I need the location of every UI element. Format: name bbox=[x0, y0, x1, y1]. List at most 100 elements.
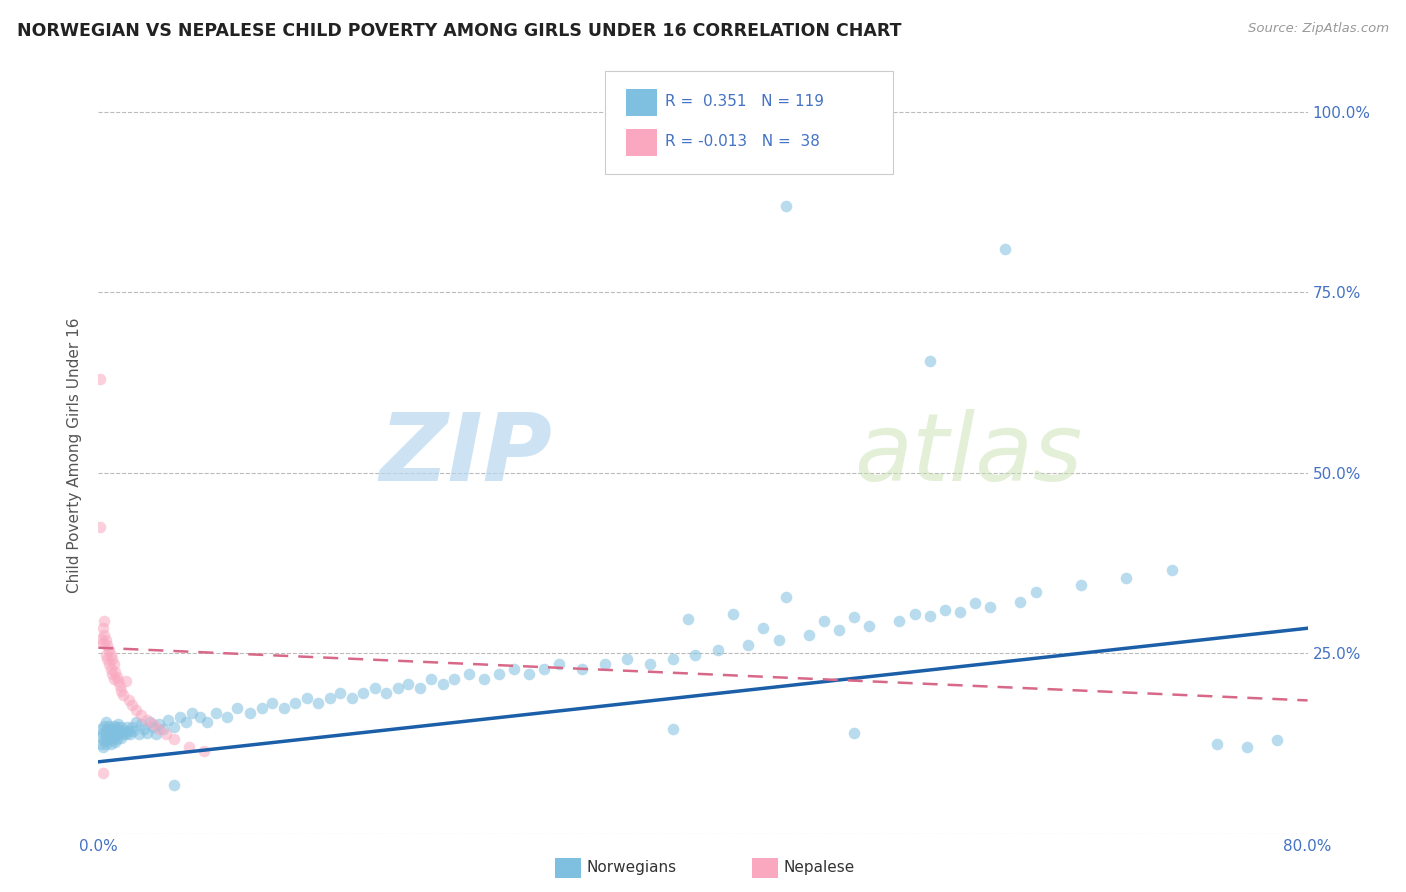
Point bbox=[105, 720, 128, 734]
Point bbox=[638, 657, 661, 672]
Point bbox=[979, 599, 1001, 614]
Point bbox=[307, 696, 329, 710]
Point bbox=[828, 624, 851, 638]
Point bbox=[142, 720, 165, 734]
Point bbox=[103, 672, 125, 686]
Point bbox=[661, 723, 683, 737]
Point bbox=[89, 730, 111, 744]
Point bbox=[420, 672, 443, 686]
Point bbox=[128, 727, 150, 741]
Point bbox=[169, 710, 191, 724]
Point bbox=[387, 681, 409, 695]
Point bbox=[457, 666, 479, 681]
Point bbox=[443, 672, 465, 686]
Point bbox=[90, 632, 112, 646]
Point bbox=[91, 621, 114, 635]
Point bbox=[103, 719, 125, 733]
Point bbox=[318, 691, 340, 706]
Point bbox=[965, 596, 987, 610]
Point bbox=[156, 713, 179, 727]
Point bbox=[472, 672, 495, 686]
Point bbox=[96, 733, 118, 747]
Point bbox=[215, 710, 238, 724]
Point bbox=[295, 691, 318, 706]
Point bbox=[904, 607, 927, 621]
Text: ZIP: ZIP bbox=[380, 409, 551, 501]
Point bbox=[949, 605, 972, 619]
Point bbox=[163, 731, 186, 746]
Point bbox=[101, 652, 124, 666]
Point bbox=[100, 648, 122, 662]
Point bbox=[94, 726, 117, 740]
Point bbox=[114, 673, 136, 688]
Point bbox=[129, 707, 152, 722]
Point bbox=[93, 614, 115, 628]
Point bbox=[91, 635, 114, 649]
Point bbox=[262, 696, 284, 710]
Point bbox=[844, 726, 866, 740]
Point bbox=[858, 619, 880, 633]
Point bbox=[91, 765, 114, 780]
Point bbox=[132, 723, 155, 737]
Y-axis label: Child Poverty Among Girls Under 16: Child Poverty Among Girls Under 16 bbox=[67, 318, 83, 592]
Point bbox=[118, 723, 141, 738]
Text: NORWEGIAN VS NEPALESE CHILD POVERTY AMONG GIRLS UNDER 16 CORRELATION CHART: NORWEGIAN VS NEPALESE CHILD POVERTY AMON… bbox=[17, 22, 901, 40]
Point bbox=[98, 730, 121, 744]
Text: atlas: atlas bbox=[855, 409, 1083, 500]
Point bbox=[409, 681, 432, 695]
Point bbox=[685, 648, 707, 662]
Point bbox=[91, 740, 114, 755]
Point bbox=[352, 686, 374, 700]
Point bbox=[1115, 571, 1137, 585]
Point bbox=[1267, 733, 1289, 747]
Point bbox=[205, 706, 228, 720]
Point bbox=[120, 727, 142, 741]
Point bbox=[250, 700, 273, 714]
Point bbox=[105, 731, 128, 746]
Point bbox=[174, 715, 197, 730]
Text: R =  0.351   N = 119: R = 0.351 N = 119 bbox=[665, 95, 824, 109]
Point bbox=[104, 734, 127, 748]
Point bbox=[1236, 740, 1258, 755]
Point bbox=[129, 717, 152, 731]
Point bbox=[239, 706, 262, 720]
Point bbox=[145, 727, 167, 741]
Point bbox=[96, 638, 118, 652]
Point bbox=[1024, 585, 1046, 599]
Point bbox=[91, 726, 114, 740]
Point bbox=[994, 242, 1017, 256]
Point bbox=[396, 677, 419, 691]
Text: Nepalese: Nepalese bbox=[783, 860, 855, 874]
Point bbox=[103, 730, 125, 744]
Point bbox=[94, 648, 117, 662]
Point bbox=[179, 740, 201, 755]
Point bbox=[195, 715, 218, 730]
Point bbox=[104, 724, 127, 739]
Point bbox=[115, 720, 138, 734]
Point bbox=[93, 628, 115, 642]
Point bbox=[273, 700, 295, 714]
Point bbox=[101, 723, 124, 737]
Point bbox=[111, 727, 134, 741]
Point bbox=[112, 723, 135, 738]
Point bbox=[533, 662, 555, 676]
Point bbox=[100, 737, 122, 751]
Point bbox=[122, 723, 145, 738]
Point bbox=[93, 719, 115, 733]
Point bbox=[1010, 594, 1032, 608]
Point bbox=[752, 621, 775, 635]
Point bbox=[105, 670, 128, 684]
Point bbox=[813, 614, 835, 628]
Point bbox=[110, 684, 132, 698]
Point bbox=[918, 609, 941, 624]
Point bbox=[517, 666, 540, 681]
Point bbox=[616, 652, 638, 666]
Point bbox=[89, 372, 111, 386]
Point bbox=[98, 719, 121, 733]
Point bbox=[107, 727, 129, 741]
Point bbox=[121, 720, 143, 734]
Point bbox=[889, 614, 911, 628]
Point bbox=[188, 710, 211, 724]
Point bbox=[155, 727, 177, 741]
Point bbox=[101, 666, 124, 681]
